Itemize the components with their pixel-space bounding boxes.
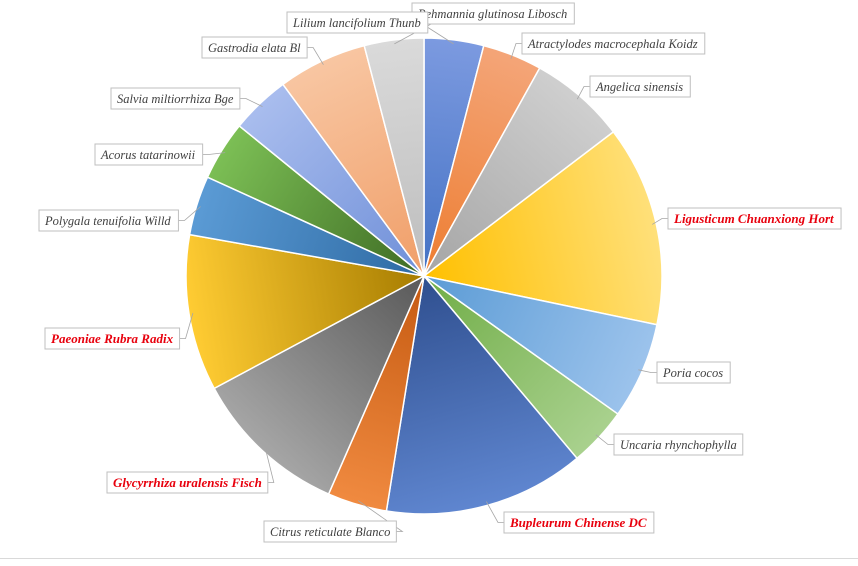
slice-labels: Rehmannia glutinosa Libosch Atractylodes … (38, 2, 842, 543)
slice-label: Uncaria rhynchophylla (613, 433, 744, 456)
leader-line (595, 434, 614, 445)
slice-label-box (201, 36, 308, 59)
bottom-divider (0, 558, 858, 559)
slice-label-text: Glycyrrhiza uralensis Fisch (113, 475, 262, 490)
leader-line (638, 369, 657, 373)
leader-line (307, 47, 324, 65)
slice-label: Polygala tenuifolia Willd (38, 209, 179, 232)
slice-label: Glycyrrhiza uralensis Fisch (106, 471, 269, 494)
slice-label: Bupleurum Chinense DC (503, 511, 655, 534)
slice-label: Acorus tatarinowii (94, 143, 204, 166)
leader-line (264, 447, 275, 483)
slice-label: Citrus reticulate Blanco (263, 520, 397, 543)
slice-label-text: Bupleurum Chinense DC (509, 515, 647, 530)
slice-label-box (521, 32, 706, 55)
slice-label-text: Ligusticum Chuanxiong Hort (673, 211, 834, 226)
pie-slice (363, 37, 425, 277)
slice-label-box (503, 511, 655, 534)
slice-label-text: Atractylodes macrocephala Koidz (527, 37, 698, 51)
slice-label: Ligusticum Chuanxiong Hort (667, 207, 842, 230)
slice-label: Atractylodes macrocephala Koidz (521, 32, 706, 55)
slice-label-text: Lilium lancifolium Thunb (292, 16, 421, 30)
slice-label-text: Uncaria rhynchophylla (620, 438, 737, 452)
slice-label-text: Salvia miltiorrhiza Bge (117, 92, 234, 106)
slice-label: Paeoniae Rubra Radix (44, 327, 181, 350)
pie-slice (422, 130, 663, 326)
slice-label-text: Poria cocos (662, 366, 723, 380)
slice-label: Angelica sinensis (589, 75, 691, 98)
slice-label-box (286, 11, 429, 34)
leader-line (652, 218, 668, 225)
slice-label-text: Paeoniae Rubra Radix (51, 331, 174, 346)
slice-label-text: Angelica sinensis (595, 80, 683, 94)
slice-label-text: Citrus reticulate Blanco (270, 525, 390, 539)
slice-label: Lilium lancifolium Thunb (286, 11, 429, 34)
slice-label-box (94, 143, 204, 166)
slice-label-box (44, 327, 181, 350)
slice-label: Poria cocos (656, 361, 731, 384)
leader-line (510, 43, 522, 59)
slice-label-box (106, 471, 269, 494)
leader-line (239, 98, 263, 108)
pie-slice (385, 274, 579, 515)
slice-label-text: Gastrodia elata Bl (208, 41, 301, 55)
leader-line (576, 86, 590, 100)
slice-label-box (667, 207, 842, 230)
slice-label: Rehmannia glutinosa Libosch (411, 2, 575, 25)
slice-label-text: Rehmannia glutinosa Libosch (417, 7, 567, 21)
slice-label-text: Polygala tenuifolia Willd (44, 214, 171, 228)
leader-line (202, 152, 226, 155)
slice-label-box (656, 361, 731, 384)
leader-line (179, 312, 194, 339)
slice-label-box (110, 87, 241, 110)
slice-label: Salvia miltiorrhiza Bge (110, 87, 241, 110)
slice-label: Gastrodia elata Bl (201, 36, 308, 59)
slice-label-box (613, 433, 744, 456)
slice-label-text: Acorus tatarinowii (100, 148, 196, 162)
slice-label-box (263, 520, 397, 543)
slice-label-box (589, 75, 691, 98)
slice-label-box (38, 209, 179, 232)
pie-slice (185, 233, 427, 390)
leader-line (486, 501, 504, 523)
pie-slice (213, 274, 426, 496)
leader-line (178, 206, 201, 221)
pie-slices (185, 37, 663, 515)
leader-line (357, 500, 404, 532)
